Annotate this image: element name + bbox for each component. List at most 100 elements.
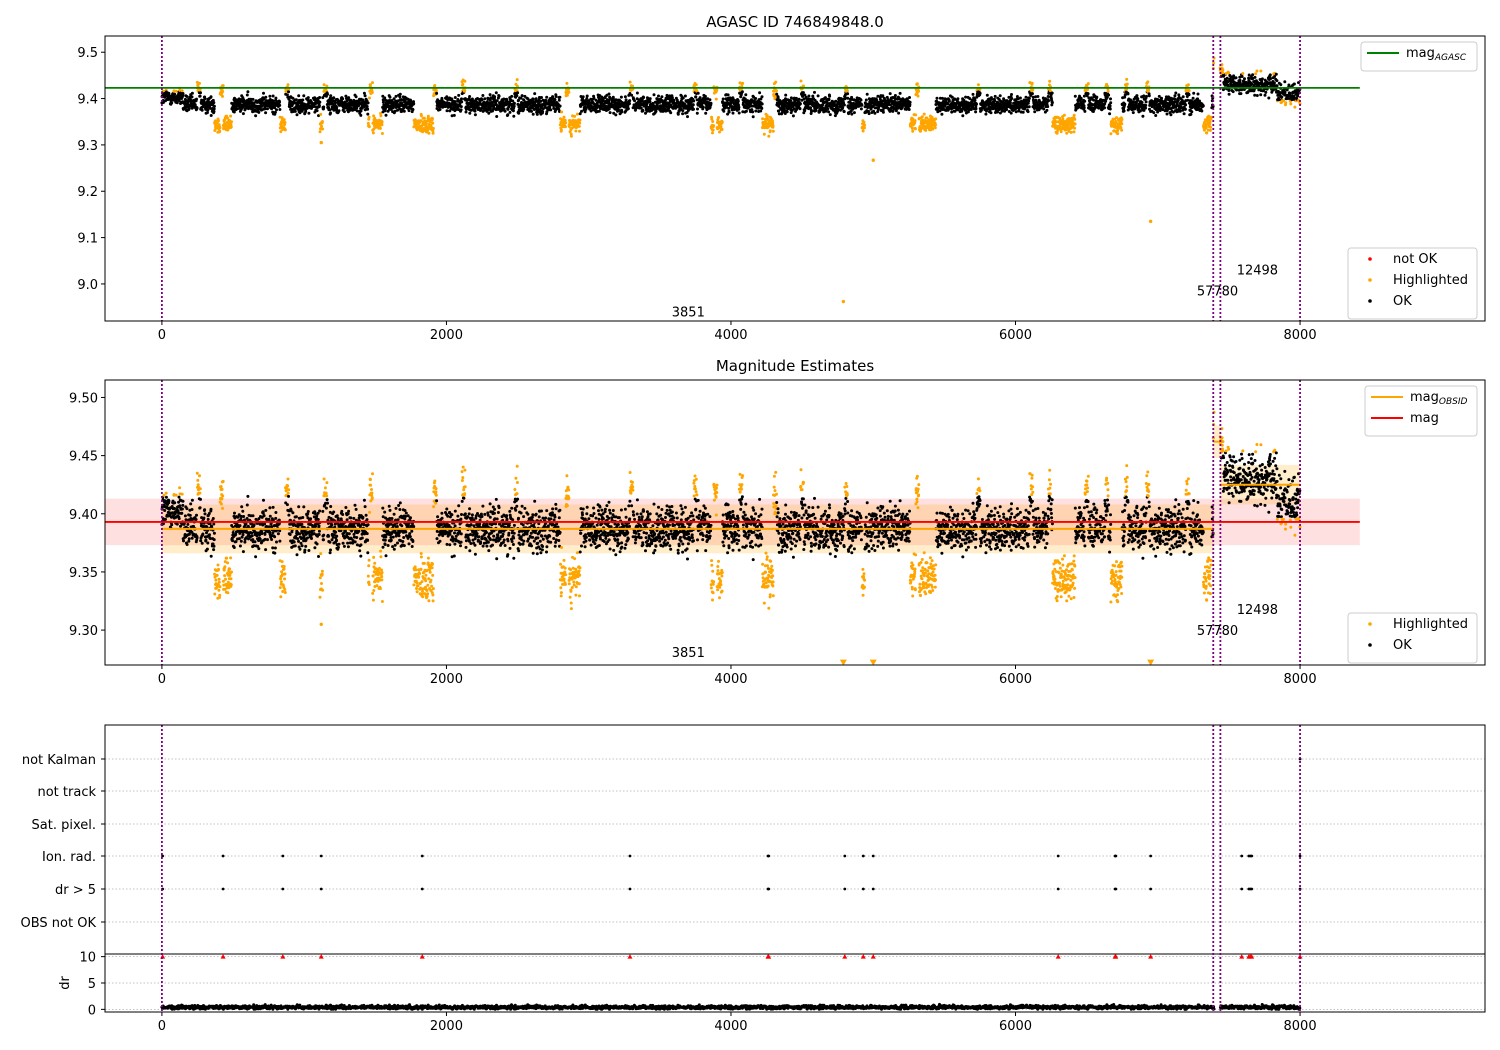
highlighted-point: [318, 130, 322, 134]
ok-point: [827, 97, 831, 101]
ok-point: [935, 96, 939, 100]
highlighted-point: [1209, 125, 1213, 129]
ok-point: [278, 108, 282, 111]
ok-point: [689, 100, 693, 104]
ok-point: [852, 111, 856, 115]
highlighted-point: [719, 125, 723, 129]
ok-point: [301, 98, 305, 102]
ok-point: [190, 95, 194, 99]
ok-point: [826, 101, 829, 105]
highlighted-point: [424, 123, 428, 127]
highlighted-point: [229, 114, 233, 118]
ok-point: [744, 93, 748, 97]
ok-point: [998, 94, 1002, 98]
ok-point: [273, 106, 277, 110]
highlighted-point: [1209, 115, 1213, 119]
ok-point: [1227, 92, 1231, 96]
ok-point: [274, 96, 278, 100]
ok-point: [549, 108, 553, 112]
ok-point: [1109, 101, 1113, 105]
ok-point: [1018, 96, 1022, 100]
ok-point: [362, 91, 366, 95]
ok-point: [751, 115, 755, 119]
highlighted-point: [567, 90, 571, 94]
highlighted-point: [370, 90, 374, 94]
ok-point: [530, 109, 533, 113]
ok-point: [681, 112, 685, 116]
ok-point: [810, 110, 813, 113]
ok-point: [278, 103, 282, 107]
highlighted-point: [461, 82, 465, 86]
ok-point: [867, 112, 871, 116]
ok-point: [1050, 91, 1054, 95]
highlighted-point: [427, 131, 431, 135]
ok-point: [952, 101, 956, 105]
highlighted-point: [718, 130, 721, 134]
highlighted-point: [569, 134, 573, 138]
ok-point: [1136, 97, 1140, 101]
ok-point: [199, 91, 202, 95]
ok-point: [504, 103, 508, 107]
ok-point: [759, 109, 763, 113]
highlighted-point: [198, 81, 201, 85]
ok-point: [293, 109, 297, 113]
ok-point: [737, 105, 741, 109]
ok-point: [347, 96, 351, 100]
ok-point: [754, 97, 758, 100]
highlighted-point: [1072, 113, 1076, 117]
ok-point: [212, 107, 216, 111]
ok-point: [344, 94, 348, 98]
ok-point: [784, 93, 788, 97]
ok-point: [1014, 110, 1018, 114]
ok-point: [517, 111, 521, 115]
highlighted-point: [925, 116, 929, 120]
ok-point: [635, 91, 639, 95]
ok-point: [363, 94, 367, 98]
highlighted-point: [765, 114, 769, 118]
ok-point: [619, 95, 623, 99]
ok-point: [1140, 101, 1144, 104]
ok-point: [726, 93, 730, 97]
ok-point: [548, 103, 552, 107]
ok-point: [1144, 106, 1147, 110]
ok-point: [908, 100, 912, 104]
highlighted-point: [415, 128, 419, 132]
ok-point: [727, 110, 731, 114]
highlighted-point: [283, 128, 287, 132]
highlighted-point: [319, 112, 323, 116]
ok-point: [264, 95, 268, 99]
ok-point: [708, 98, 712, 102]
highlighted-point: [1120, 122, 1124, 126]
ok-point: [335, 105, 339, 109]
ok-point: [813, 90, 816, 94]
ok-point: [704, 111, 708, 115]
ok-point: [511, 99, 515, 103]
ok-point: [1042, 107, 1046, 111]
ok-point: [460, 100, 464, 104]
ok-point: [302, 94, 306, 98]
ok-point: [989, 111, 993, 115]
ok-point: [634, 106, 638, 110]
ok-point: [473, 113, 477, 117]
ok-point: [167, 92, 171, 95]
highlighted-point: [1208, 128, 1212, 132]
ok-point: [1192, 91, 1196, 95]
highlighted-point: [1109, 132, 1113, 136]
ok-point: [881, 108, 885, 112]
highlighted-point: [1186, 83, 1190, 87]
highlighted-point: [367, 125, 371, 129]
ok-point: [881, 110, 885, 114]
highlighted-point: [1187, 89, 1191, 93]
ok-point: [200, 108, 204, 112]
highlighted-point: [934, 123, 937, 127]
ok-point: [841, 106, 845, 109]
ok-point: [940, 112, 944, 116]
highlighted-point: [380, 132, 384, 135]
highlighted-point: [1205, 131, 1209, 135]
highlighted-point: [378, 126, 382, 130]
ok-point: [823, 96, 827, 100]
ok-point: [608, 111, 612, 115]
ok-point: [1095, 95, 1099, 99]
ok-point: [860, 103, 864, 107]
